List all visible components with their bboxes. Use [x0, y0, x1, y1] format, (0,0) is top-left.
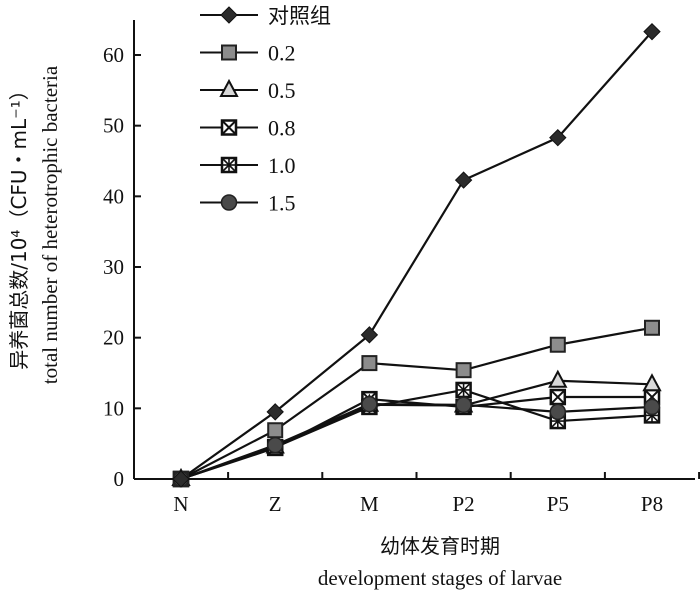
- legend-marker: [220, 6, 238, 24]
- legend-marker: [219, 78, 239, 97]
- data-point: [455, 396, 472, 414]
- data-point: [266, 403, 284, 421]
- legend-label: 0.8: [268, 116, 296, 141]
- x-tick-label: N: [173, 492, 188, 516]
- data-point: [455, 362, 472, 379]
- y-axis-title-cn: 异养菌总数/10⁴（CFU・mL⁻¹）: [7, 80, 31, 370]
- x-tick-label: P8: [641, 492, 663, 516]
- legend-item: 0.8: [200, 116, 296, 141]
- x-axis-title-cn: 幼体发育时期: [380, 534, 500, 558]
- series-markers-对照组: [172, 22, 661, 488]
- series-layer: [171, 22, 662, 488]
- series-line: [180, 395, 652, 481]
- series-对照组: [180, 30, 653, 480]
- data-point: [361, 355, 378, 372]
- y-tick-label: 30: [103, 255, 124, 279]
- legend-item: 1.0: [200, 153, 296, 178]
- series-0.8: [180, 395, 652, 481]
- series-1.5: [180, 402, 653, 481]
- legend-item: 对照组: [200, 4, 331, 28]
- data-point: [549, 128, 567, 147]
- series-0.2: [180, 326, 653, 480]
- legend-label: 1.5: [268, 191, 296, 216]
- series-line: [180, 326, 653, 480]
- data-point: [549, 403, 567, 421]
- legend-marker: [220, 119, 238, 136]
- data-point: [361, 395, 378, 413]
- legend-item: 0.5: [200, 78, 296, 103]
- data-point: [360, 326, 379, 344]
- data-point: [454, 171, 473, 189]
- legend-label: 对照组: [268, 4, 331, 28]
- x-tick-label: Z: [269, 492, 282, 516]
- series-markers-0.5: [171, 369, 662, 486]
- y-tick-label: 0: [114, 467, 125, 491]
- x-tick-label: P5: [547, 492, 569, 516]
- y-tick-label: 60: [103, 43, 124, 67]
- x-tick-label: M: [360, 492, 379, 516]
- data-point: [266, 436, 284, 454]
- legend-marker: [221, 44, 237, 61]
- legend-marker: [220, 156, 238, 174]
- data-point: [172, 470, 190, 488]
- data-point: [549, 336, 566, 353]
- data-point: [643, 398, 661, 416]
- legend-item: 1.5: [200, 191, 296, 216]
- x-ticks: N Z M P2 P5 P8: [173, 472, 700, 516]
- series-line: [180, 30, 653, 480]
- data-point: [455, 381, 472, 399]
- series-markers-1.5: [172, 395, 661, 488]
- legend-marker: [220, 194, 238, 211]
- legend-label: 0.2: [268, 41, 296, 66]
- y-ticks: 0 10 20 30 40 50 60: [103, 43, 141, 491]
- legend-label: 1.0: [268, 153, 296, 178]
- series-line: [180, 402, 653, 481]
- y-tick-label: 40: [103, 184, 124, 208]
- x-axis-title: development stages of larvae: [318, 566, 562, 590]
- data-point: [642, 373, 662, 392]
- legend-item: 0.2: [200, 41, 296, 66]
- data-point: [643, 22, 661, 41]
- legend: 对照组 0.2 0.5 0.8 1.0 1.5: [200, 4, 331, 216]
- data-point: [644, 319, 660, 336]
- data-point: [267, 422, 284, 439]
- y-tick-label: 10: [103, 396, 124, 420]
- y-tick-label: 20: [103, 326, 124, 350]
- data-point: [549, 388, 567, 406]
- y-axis-title: total number of heterotrophic bacteria: [38, 65, 62, 384]
- y-tick-label: 50: [103, 114, 124, 138]
- legend-label: 0.5: [268, 78, 296, 103]
- data-point: [548, 369, 568, 388]
- x-tick-label: P2: [453, 492, 475, 516]
